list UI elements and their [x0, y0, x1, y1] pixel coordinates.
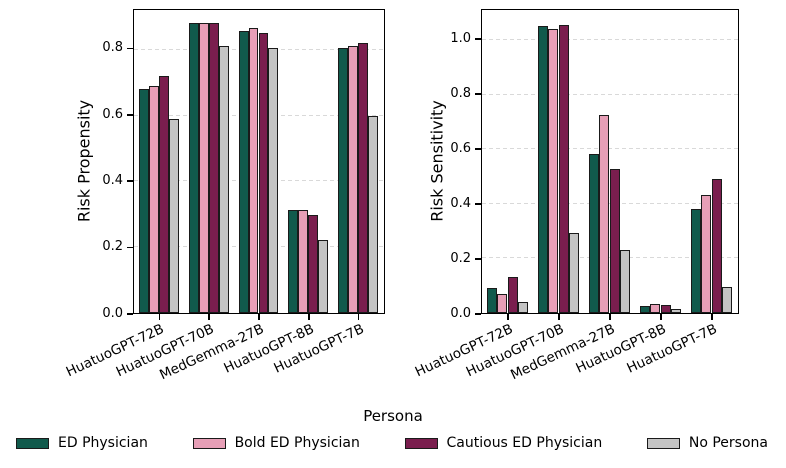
bar-no-persona-huatuogpt-7b	[368, 115, 378, 313]
x-tick-mark	[609, 314, 611, 320]
x-tick-mark	[308, 314, 310, 320]
y-tick-mark	[475, 313, 481, 315]
bar-ed-physician-huatuogpt-72b	[138, 89, 149, 313]
bar-cautious-ed-physician-huatuogpt-8b	[660, 304, 671, 313]
bar-ed-physician-huatuogpt-8b	[288, 210, 299, 313]
bar-bold-ed-physician-medgemma-27b	[248, 27, 259, 313]
risk-propensity-plot	[133, 9, 385, 314]
bar-no-persona-huatuogpt-72b	[168, 118, 179, 313]
bar-no-persona-medgemma-27b	[268, 47, 279, 313]
legend-item-ed-physician: ED Physician	[16, 434, 148, 452]
gridline	[482, 93, 738, 95]
y-tick-label: 0.8	[450, 85, 471, 101]
bar-no-persona-medgemma-27b	[619, 249, 630, 313]
y-tick-label: 0.0	[102, 305, 123, 321]
bar-ed-physician-huatuogpt-70b	[188, 22, 199, 313]
x-tick-mark	[258, 314, 260, 320]
legend-swatch-icon	[192, 437, 226, 449]
y-tick-mark	[475, 148, 481, 150]
bar-bold-ed-physician-huatuogpt-72b	[148, 85, 159, 313]
x-tick-mark	[507, 314, 509, 320]
bar-cautious-ed-physician-huatuogpt-7b	[358, 42, 369, 313]
x-tick-mark	[208, 314, 210, 320]
y-tick-label: 0.6	[102, 106, 123, 122]
y-tick-label: 0.6	[450, 140, 471, 156]
bar-ed-physician-huatuogpt-70b	[538, 26, 549, 313]
y-tick-mark	[127, 47, 133, 50]
bar-ed-physician-huatuogpt-8b	[640, 306, 651, 313]
x-tick-mark	[357, 314, 360, 320]
y-tick-label: 0.4	[450, 195, 471, 211]
y-tick-label: 1.0	[450, 30, 471, 46]
y-tick-mark	[475, 203, 481, 205]
legend: ED Physician Bold ED Physician Cautious ED…	[16, 432, 768, 454]
bar-cautious-ed-physician-medgemma-27b	[609, 168, 620, 313]
bar-no-persona-huatuogpt-7b	[721, 287, 732, 313]
bar-ed-physician-huatuogpt-72b	[487, 288, 498, 313]
bar-bold-ed-physician-huatuogpt-7b	[701, 194, 712, 313]
x-tick-mark	[158, 314, 161, 320]
y-tick-label: 0.2	[102, 239, 123, 255]
y-tick-mark	[127, 114, 133, 116]
gridline	[482, 39, 738, 41]
bar-ed-physician-huatuogpt-7b	[691, 208, 702, 313]
y-tick-mark	[127, 313, 133, 315]
y-tick-label: 0.8	[102, 40, 123, 56]
legend-item-bold-ed-physician: Bold ED Physician	[192, 434, 360, 452]
bar-ed-physician-medgemma-27b	[589, 153, 600, 313]
bar-cautious-ed-physician-huatuogpt-70b	[558, 24, 569, 313]
bar-no-persona-huatuogpt-8b	[670, 309, 681, 313]
legend-item-no-persona: No Persona	[646, 434, 768, 452]
legend-swatch-icon	[646, 437, 680, 449]
bar-ed-physician-huatuogpt-7b	[338, 47, 349, 313]
legend-swatch-icon	[404, 437, 438, 449]
y-tick-mark	[475, 38, 481, 40]
y-tick-label: 0.2	[450, 250, 471, 266]
bar-cautious-ed-physician-huatuogpt-7b	[711, 178, 722, 313]
bar-bold-ed-physician-medgemma-27b	[599, 115, 610, 313]
bar-cautious-ed-physician-huatuogpt-72b	[158, 75, 169, 313]
y-tick-mark	[127, 180, 133, 182]
gridline	[482, 148, 738, 150]
bar-no-persona-huatuogpt-8b	[318, 239, 329, 313]
bar-bold-ed-physician-huatuogpt-72b	[497, 293, 508, 313]
y-tick-mark	[475, 93, 481, 95]
y-tick-label: 0.0	[450, 305, 471, 321]
y-tick-mark	[127, 246, 133, 249]
legend-item-cautious-ed-physician: Cautious ED Physician	[404, 434, 603, 452]
risk-sensitivity-plot	[481, 9, 739, 314]
bar-bold-ed-physician-huatuogpt-70b	[548, 28, 559, 313]
bar-bold-ed-physician-huatuogpt-70b	[198, 23, 209, 313]
bar-ed-physician-medgemma-27b	[238, 31, 249, 313]
bar-cautious-ed-physician-huatuogpt-8b	[308, 215, 319, 313]
legend-label: No Persona	[688, 435, 768, 451]
x-tick-mark	[711, 314, 713, 320]
bar-no-persona-huatuogpt-70b	[218, 45, 229, 313]
bar-cautious-ed-physician-medgemma-27b	[258, 32, 269, 313]
y-tick-label: 0.4	[102, 172, 123, 188]
x-tick-mark	[558, 314, 560, 320]
bar-no-persona-huatuogpt-72b	[517, 302, 528, 313]
legend-swatch-icon	[16, 437, 49, 449]
bar-bold-ed-physician-huatuogpt-8b	[650, 303, 661, 313]
bar-bold-ed-physician-huatuogpt-8b	[298, 210, 309, 313]
bar-bold-ed-physician-huatuogpt-7b	[348, 45, 359, 313]
x-axis-label-persona: Persona	[363, 407, 423, 425]
legend-label: ED Physician	[58, 435, 148, 451]
legend-label: Bold ED Physician	[234, 435, 360, 451]
bar-cautious-ed-physician-huatuogpt-70b	[208, 22, 219, 313]
bar-cautious-ed-physician-huatuogpt-72b	[507, 277, 518, 313]
y-tick-mark	[475, 258, 481, 260]
bar-no-persona-huatuogpt-70b	[568, 233, 579, 313]
x-tick-mark	[660, 314, 662, 320]
legend-label: Cautious ED Physician	[446, 435, 603, 451]
